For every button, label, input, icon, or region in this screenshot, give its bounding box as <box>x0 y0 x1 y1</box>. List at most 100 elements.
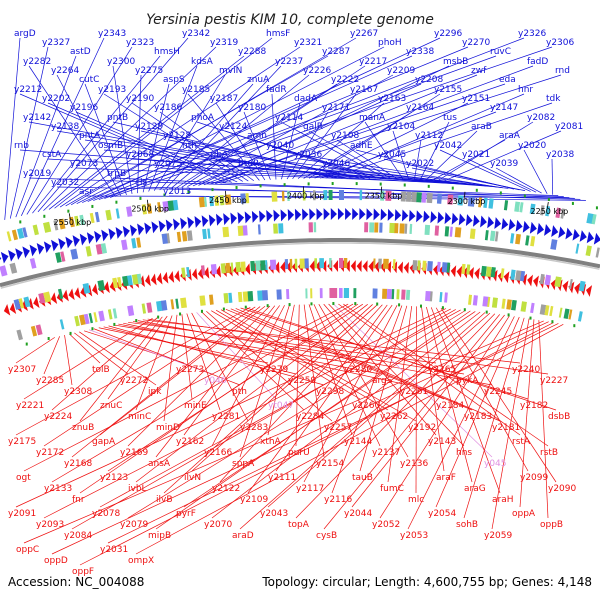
reverse-gene-arrow <box>9 302 17 315</box>
forward-class-block <box>457 195 464 206</box>
forward-class-block <box>488 198 494 209</box>
reverse-gene-label: araG <box>464 484 486 494</box>
reverse-class-block <box>23 296 31 308</box>
reverse-gene-leader <box>64 335 73 386</box>
forward-gene-label: y2124 <box>219 122 248 132</box>
forward-gene-label: nth <box>182 141 197 151</box>
forward-gene-label: eda <box>499 75 516 85</box>
reverse-gene-leader <box>303 304 325 458</box>
reverse-class-block <box>57 288 64 300</box>
reverse-gene-label: y2117 <box>296 484 324 494</box>
forward-gene-arrow <box>180 217 187 230</box>
reverse-gene-label: y2136 <box>400 459 429 469</box>
forward-class-block-inner <box>95 243 103 255</box>
forward-gene-arrow <box>409 209 416 222</box>
forward-class-block <box>385 190 392 201</box>
reverse-class-block <box>520 270 526 282</box>
reverse-gene-label: oppB <box>540 520 563 530</box>
reverse-gene-label: znuC <box>100 401 122 411</box>
forward-gene-leader <box>198 65 450 186</box>
forward-gene-arrow <box>373 208 380 221</box>
reverse-gene-leader <box>127 305 271 447</box>
forward-gene-label: msbB <box>443 57 468 67</box>
forward-gene-leader <box>495 167 542 194</box>
reverse-gene-label: y2109 <box>240 495 269 505</box>
reverse-class-block-outer <box>386 288 392 300</box>
reverse-gene-leader <box>15 308 447 508</box>
forward-gene-leader <box>303 111 413 179</box>
reverse-class-block <box>515 270 523 281</box>
reverse-gene-arrow <box>3 304 11 316</box>
reverse-gene-label: y2265 <box>428 365 456 375</box>
scale-tick-mark <box>546 202 549 209</box>
reverse-gene-arrow <box>162 271 169 284</box>
reverse-gene-label: y2111 <box>268 473 296 483</box>
forward-class-block <box>287 190 290 202</box>
reverse-class-block <box>260 260 266 271</box>
reverse-gene-label: hns <box>456 448 472 458</box>
forward-gene-leader <box>327 167 509 189</box>
forward-gene-label: y2046 <box>322 159 351 169</box>
forward-gene-labels: argDy2327astDy2343y2323hmsHy2342y2319y22… <box>14 29 583 197</box>
scale-tick-label: 2250 kbp <box>531 207 569 216</box>
reverse-class-block-outer <box>405 289 411 300</box>
forward-gene-leader <box>28 65 116 197</box>
reverse-class-block-outer <box>487 296 491 307</box>
forward-class-block <box>6 231 12 242</box>
forward-gene-arrow <box>287 209 295 222</box>
reverse-gene-leader <box>108 325 325 386</box>
reverse-class-block <box>230 262 234 273</box>
scale-tick-label: 2550 kbp <box>54 218 92 227</box>
reverse-class-block <box>250 260 256 272</box>
rna-marker <box>523 194 526 198</box>
reverse-gene-label: yt047 <box>268 401 294 411</box>
forward-gene-arrow <box>230 212 237 225</box>
forward-gene-arrow <box>586 231 594 244</box>
forward-gene-label: hnr <box>518 85 533 95</box>
reverse-gene-arrow <box>80 285 87 298</box>
reverse-gene-leader <box>435 316 520 508</box>
forward-gene-label: y2129 <box>135 122 164 132</box>
rna-marker <box>113 322 116 326</box>
reverse-gene-arrow <box>68 288 75 301</box>
rna-marker <box>139 196 142 200</box>
forward-gene-label: rnd <box>555 66 570 76</box>
reverse-gene-leader <box>147 318 549 375</box>
forward-gene-arrow <box>366 208 373 221</box>
reverse-class-block-outer <box>319 288 323 299</box>
forward-class-block-inner <box>364 222 369 233</box>
reverse-class-block-outer <box>112 308 118 319</box>
forward-gene-arrow <box>501 218 509 230</box>
forward-gene-label: y2343 <box>98 29 126 39</box>
forward-class-block-inner <box>100 243 108 254</box>
forward-class-block <box>447 194 454 205</box>
reverse-class-block <box>319 258 325 269</box>
reverse-gene-label: xthA <box>260 437 282 447</box>
rna-marker <box>451 186 454 190</box>
forward-gene-label: fadD <box>527 57 548 67</box>
reverse-class-block-outer <box>30 325 38 337</box>
forward-class-block-inner <box>242 225 248 236</box>
forward-gene-leader <box>364 121 404 180</box>
forward-gene-label: cstA <box>42 150 62 160</box>
reverse-gene-label: y2052 <box>372 520 400 530</box>
forward-class-block-inner <box>489 230 496 242</box>
forward-class-block <box>43 221 52 233</box>
forward-gene-arrow <box>451 212 459 225</box>
forward-gene-label: y2226 <box>303 66 332 76</box>
forward-gene-leader <box>187 149 481 186</box>
rna-marker <box>419 304 422 308</box>
reverse-class-block <box>284 259 289 270</box>
reverse-gene-leader <box>343 303 549 447</box>
rna-marker <box>157 315 160 319</box>
rna-marker <box>200 309 203 313</box>
reverse-gene-leader <box>219 304 383 483</box>
forward-gene-label: astD <box>70 47 91 57</box>
reverse-class-block <box>466 264 471 275</box>
reverse-gene-arrow <box>403 261 409 274</box>
reverse-gene-arrow <box>50 292 58 304</box>
reverse-gene-arrow <box>468 267 474 279</box>
rna-marker <box>259 184 262 188</box>
reverse-gene-arrow <box>92 283 99 296</box>
reverse-gene-leader <box>23 320 544 544</box>
